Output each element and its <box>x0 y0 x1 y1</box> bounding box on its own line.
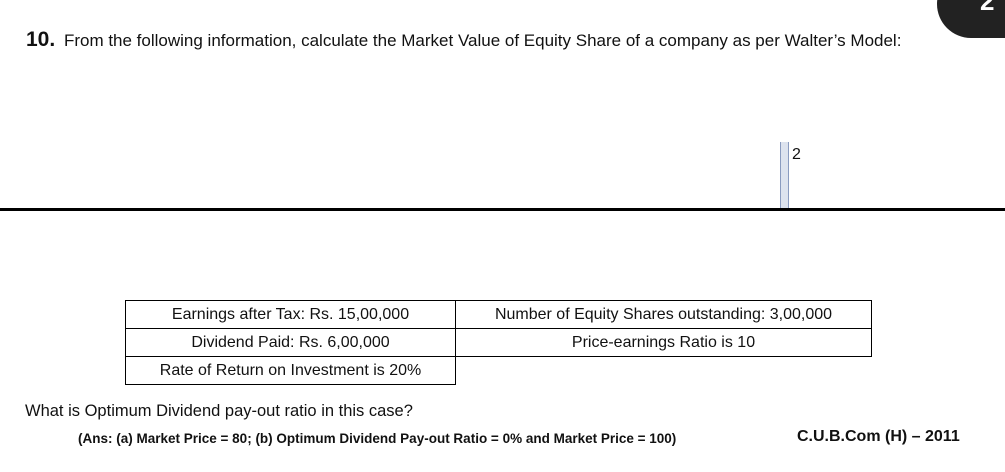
corner-tab-digit: 2 <box>980 0 995 16</box>
table-cell: Price-earnings Ratio is 10 <box>455 328 872 357</box>
question-number: 10. <box>26 28 56 51</box>
table-cell: Number of Equity Shares outstanding: 3,0… <box>455 300 872 329</box>
question-line: 10. From the following information, calc… <box>26 28 901 52</box>
sub-question: What is Optimum Dividend pay-out ratio i… <box>25 402 413 420</box>
table-row: Dividend Paid: Rs. 6,00,000 Price-earnin… <box>125 328 872 357</box>
corner-page-tab <box>937 0 1005 38</box>
source-citation: C.U.B.Com (H) – 2011 <box>797 428 960 445</box>
table-cell-empty <box>456 357 872 385</box>
table-row: Earnings after Tax: Rs. 15,00,000 Number… <box>125 300 872 329</box>
page-break-marker <box>780 142 789 210</box>
question-text: From the following information, calculat… <box>63 31 902 50</box>
table-cell: Dividend Paid: Rs. 6,00,000 <box>125 328 456 357</box>
table-cell: Rate of Return on Investment is 20% <box>125 356 456 385</box>
table-cell: Earnings after Tax: Rs. 15,00,000 <box>125 300 456 329</box>
answer-text: (Ans: (a) Market Price = 80; (b) Optimum… <box>78 431 677 446</box>
info-table: Earnings after Tax: Rs. 15,00,000 Number… <box>125 300 872 385</box>
page-number: 2 <box>792 146 801 163</box>
page-divider <box>0 208 1005 211</box>
table-row: Rate of Return on Investment is 20% <box>125 356 872 385</box>
